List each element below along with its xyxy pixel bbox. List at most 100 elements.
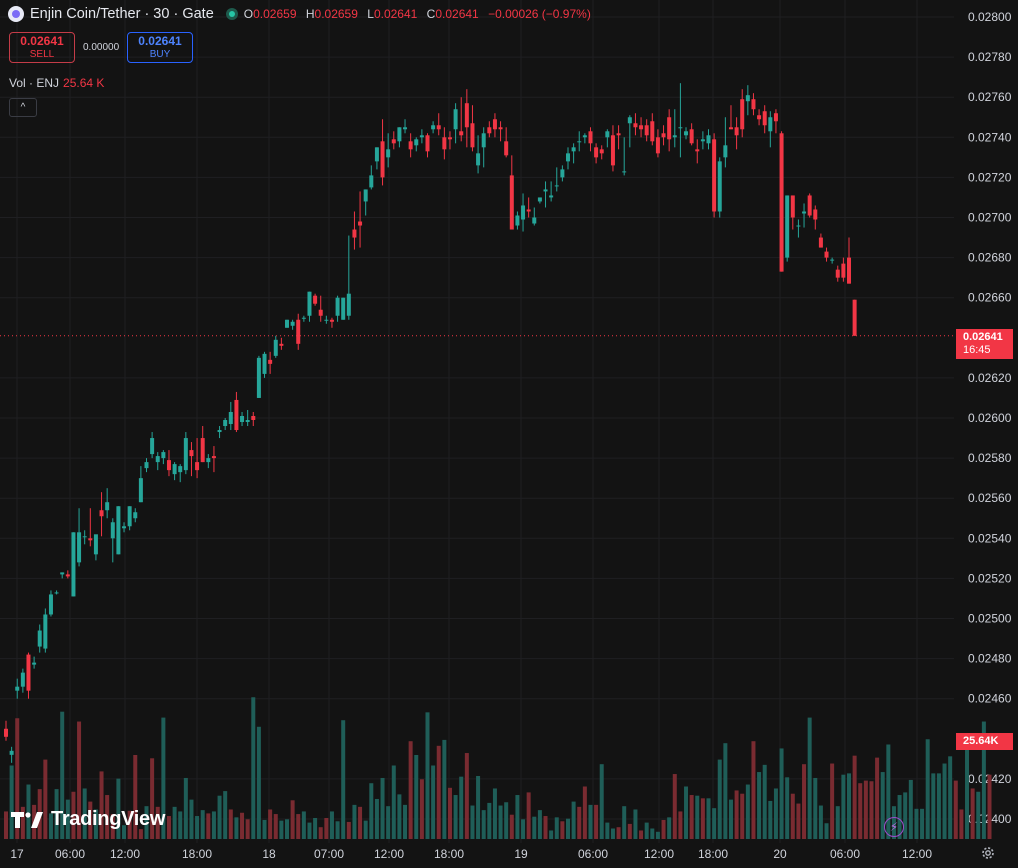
candle-body [301,317,306,319]
candle [403,119,408,134]
volume-legend-value: 25.64 K [63,76,105,90]
volume-bar [571,801,576,839]
buy-button[interactable]: 0.02641 BUY [127,32,193,63]
candle [661,125,666,146]
volume-bar [959,809,964,839]
candle [487,121,492,138]
candle-body [537,197,542,202]
candle [751,93,756,116]
volume-bar [251,697,256,839]
candle [9,746,14,763]
candle-body [644,125,649,136]
volume-bar [217,795,222,839]
candle [813,205,818,230]
candle [262,351,267,378]
candle-body [622,171,627,173]
candle [431,121,436,134]
time-tick-label: 07:00 [314,847,344,861]
volume-bar [166,816,171,839]
candle [335,295,340,322]
candle-body [717,161,722,212]
candle [363,189,368,216]
candle-body [71,532,76,597]
volume-bar [211,811,216,839]
candle [20,668,25,693]
collapse-legend-button[interactable]: ^ [9,98,37,117]
volume-bar [762,764,767,839]
volume-bar [700,798,705,839]
candle [189,442,194,477]
candle-body [577,141,582,143]
volume-bar [9,765,14,839]
candle [408,133,413,158]
volume-bar [245,819,250,839]
volume-bar [936,773,941,839]
candle [206,454,211,469]
volume-bar [391,765,396,839]
candle [824,247,829,262]
candle-body [672,135,677,138]
candle-body [369,175,374,188]
candle-body [105,502,110,511]
candle [509,155,514,230]
sell-button[interactable]: 0.02641 SELL [9,32,75,63]
volume-bar [644,822,649,839]
candle-body [82,536,87,538]
volume-bar [695,795,700,839]
candle-body [498,127,503,130]
gear-icon[interactable] [981,846,995,860]
candle [15,678,20,699]
price-tick-label: 0.02520 [968,571,1012,585]
volume-bar [723,743,728,839]
time-tick-label: 20 [773,847,787,861]
candle-body [802,211,807,214]
volume-bar [273,814,278,839]
volume-bar [818,805,823,839]
volume-bar [981,721,986,839]
volume-bar [71,791,76,839]
candle-body [296,319,301,344]
candle-body [324,319,329,321]
volume-bar [296,814,301,839]
volume-legend[interactable]: Vol · ENJ 25.64 K [9,76,104,90]
volume-bar [453,795,458,839]
volume-bar [796,803,801,839]
candle [116,506,121,555]
candle-body [684,131,689,136]
candle-body [554,185,559,187]
candle [144,458,149,473]
price-axis[interactable]: 0.02800 0.02780 0.02760 0.02740 0.02720 0.027… [968,10,1012,826]
tradingview-logo[interactable]: TradingView [11,808,165,831]
candle-body [380,141,385,178]
candle [571,143,576,164]
time-tick-label: 18:00 [434,847,464,861]
symbol-title[interactable]: Enjin Coin/Tether · 30 · Gate [30,6,214,22]
volume-bar [268,809,273,839]
time-tick-label: 06:00 [55,847,85,861]
candle-body [852,299,857,336]
candle-body [318,309,323,316]
volume-bar [285,819,289,839]
candle-body [650,121,655,142]
candle [414,137,419,152]
lightning-icon[interactable]: ⚡ [884,817,904,837]
candle [133,508,138,523]
volume-bar [655,831,660,839]
candle [459,97,464,142]
candle [700,131,705,150]
ohlc-open-label: O [243,7,254,21]
volume-bar [150,758,155,839]
candle-body [419,135,424,138]
candle-body [633,123,638,128]
candle [313,293,318,306]
candle-body [240,415,245,423]
candle [419,129,424,144]
time-axis[interactable]: 17 06:00 12:00 18:00 18 07:00 12:00 18:00 19 06:0… [10,847,932,861]
candle [195,438,200,479]
candle-body [521,205,526,220]
candle [847,237,851,284]
candle-body [453,109,458,130]
candle [639,117,644,138]
price-tick-label: 0.02760 [968,90,1012,104]
